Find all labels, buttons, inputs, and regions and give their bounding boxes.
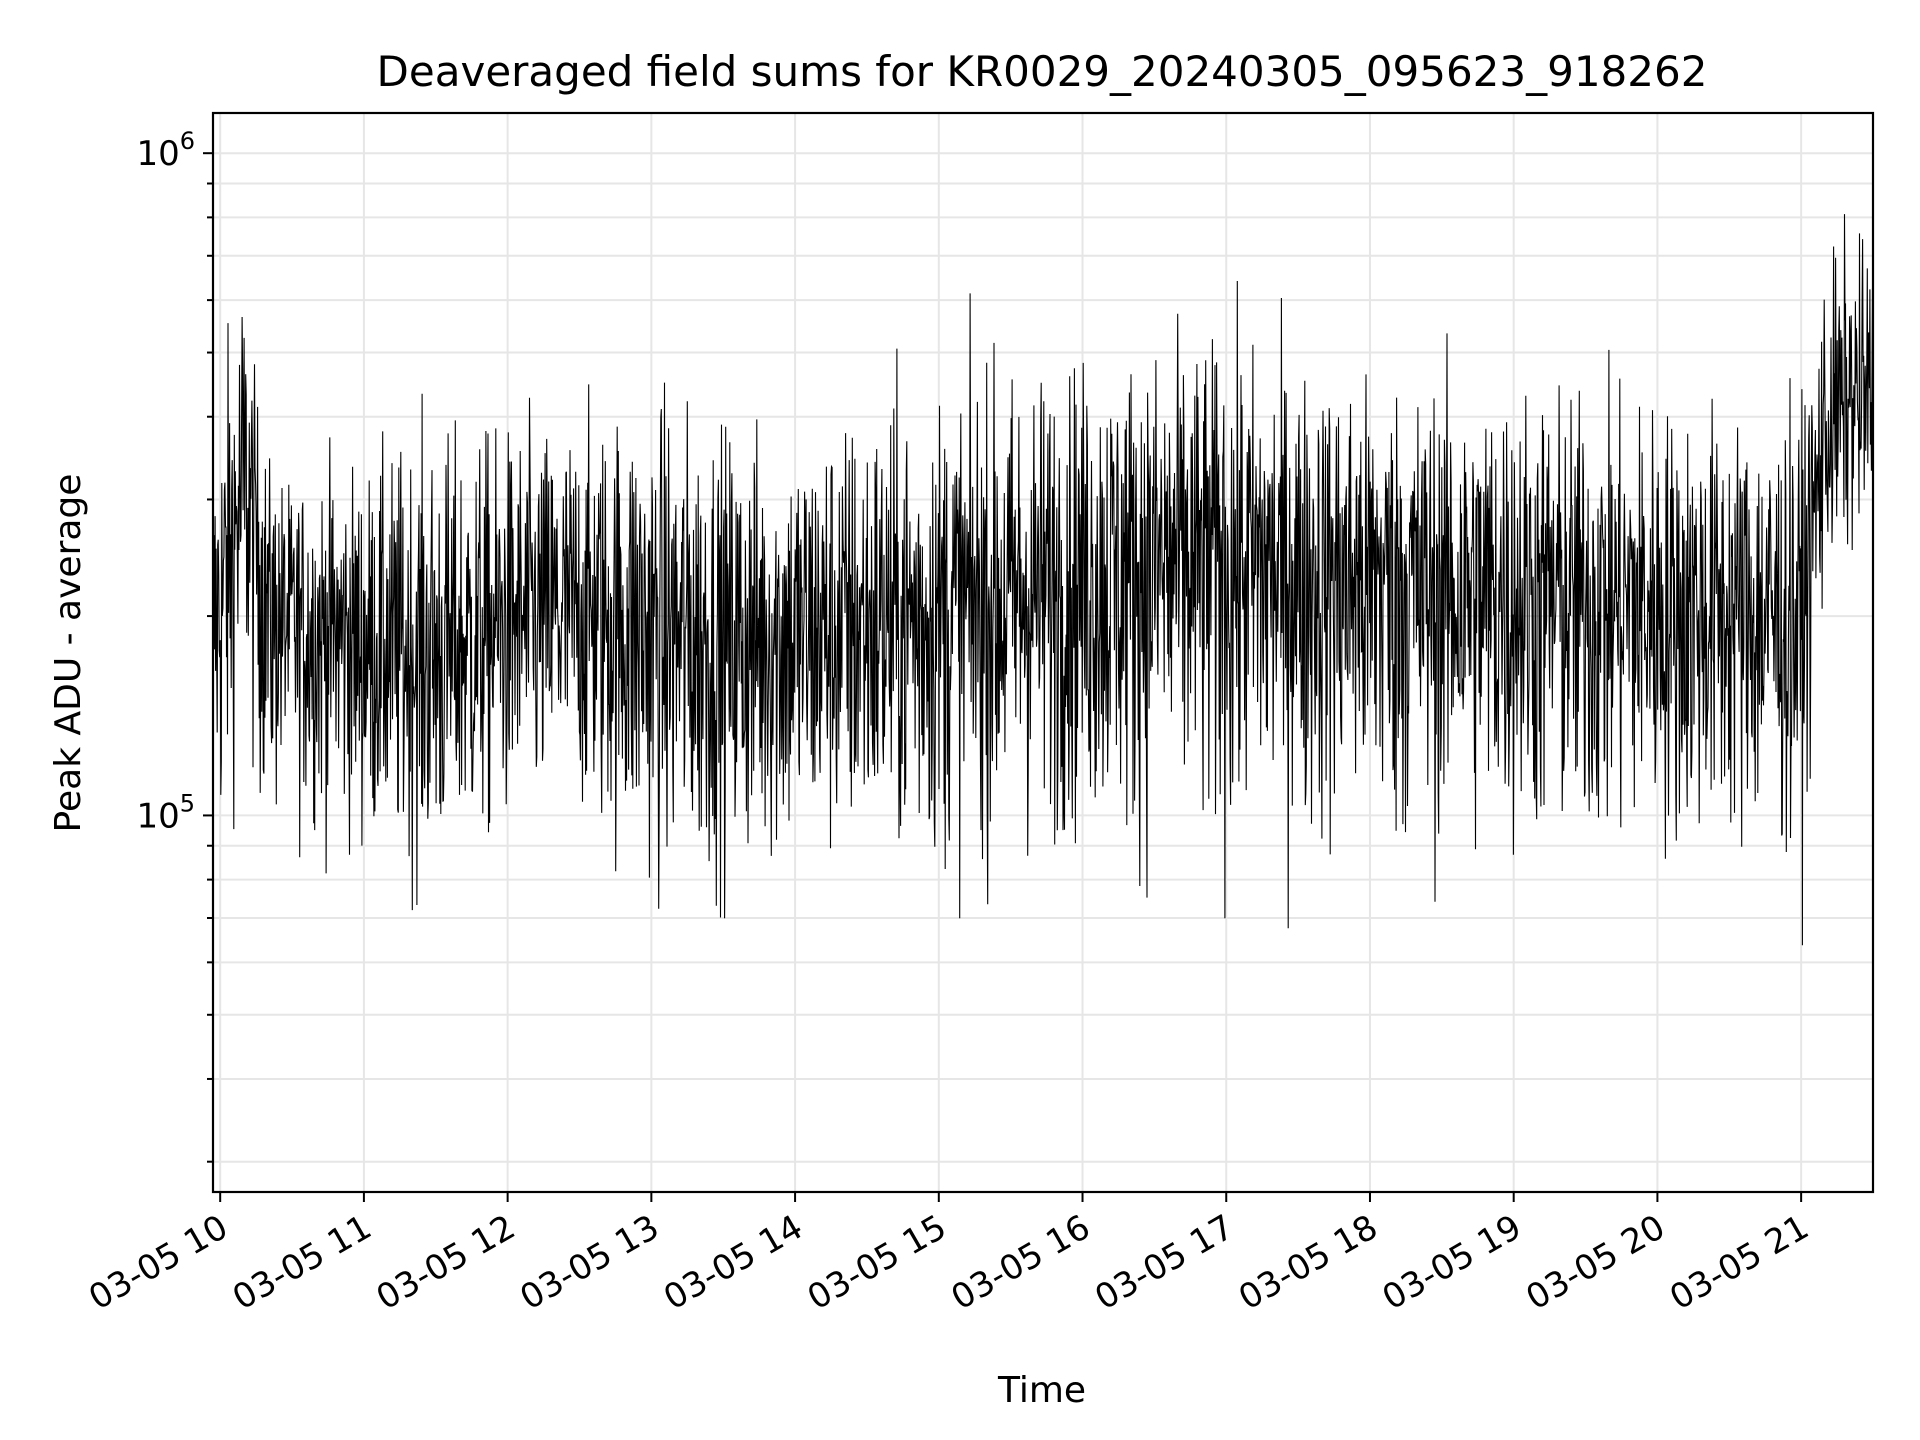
x-axis-label: Time [997, 1370, 1086, 1411]
data-line [213, 214, 1873, 946]
series-line [213, 214, 1873, 946]
chart-title: Deaveraged field sums for KR0029_2024030… [377, 47, 1708, 96]
y-tick-label: 105 [136, 789, 195, 836]
y-axis: 105 106 [136, 127, 213, 1163]
y-tick-label: 106 [136, 127, 195, 174]
y-axis-label: Peak ADU - average [48, 474, 89, 833]
plot-frame [211, 111, 1875, 1194]
